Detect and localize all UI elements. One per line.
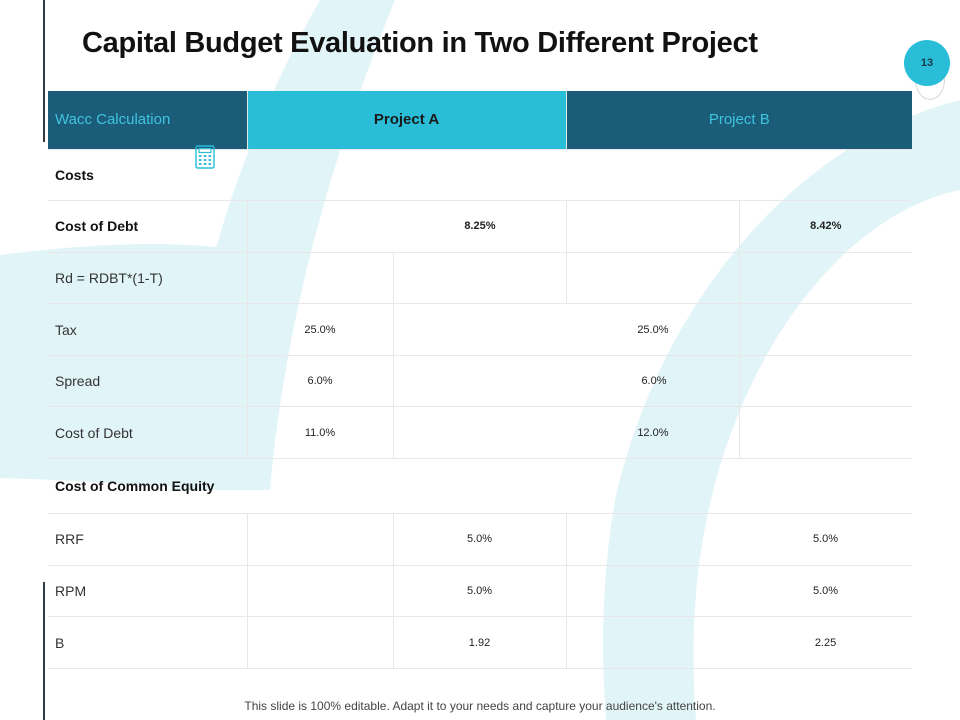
project-a-value: 8.25% [246,200,567,253]
table-row: RRF 5.0% 5.0% [48,513,913,566]
header-project-a: Project A [246,91,567,150]
footer-note: This slide is 100% editable. Adapt it to… [244,699,716,713]
row-label: RPM [48,565,247,618]
left-rule-bottom [43,582,45,720]
project-b-value: 5.0% [739,565,913,618]
wacc-table: Wacc Calculation Project A Project B Cos… [48,91,913,669]
project-b-value: 25.0% [566,303,740,356]
table-row: RPM 5.0% 5.0% [48,565,913,618]
table-row: B 1.92 2.25 [48,616,913,669]
table-row: Cost of Common Equity [48,458,913,515]
project-b-value: 5.0% [739,513,913,566]
table-row: Cost of Debt 8.25% 8.42% [48,200,913,253]
slide-title: Capital Budget Evaluation in Two Differe… [82,27,758,59]
table-row: Spread 6.0% 6.0% [48,355,913,408]
row-label: Spread [48,355,247,408]
row-label: Rd = RDBT*(1-T) [48,252,247,305]
project-a-value: 25.0% [246,303,393,356]
project-a-value: 5.0% [392,565,567,618]
row-label: Cost of Common Equity [48,458,247,515]
table-row: Cost of Debt 11.0% 12.0% [48,406,913,460]
row-label: Tax [48,303,247,356]
left-rule-top [43,0,45,142]
project-a-value: 6.0% [246,355,393,408]
project-b-value: 6.0% [566,355,740,408]
table-row: Costs [48,149,913,202]
row-label: Cost of Debt [48,406,247,460]
header-wacc-calculation: Wacc Calculation [48,91,247,150]
calculator-icon [195,145,215,169]
row-label: Cost of Debt [48,200,247,253]
table-header-row: Wacc Calculation Project A Project B [48,91,913,150]
header-project-b: Project B [565,91,913,150]
table-row: Rd = RDBT*(1-T) [48,252,913,305]
project-b-value: 12.0% [566,406,740,460]
project-a-value: 5.0% [392,513,567,566]
row-label: B [48,616,247,669]
project-b-value: 2.25 [739,616,913,669]
row-label: RRF [48,513,247,566]
page-number-badge: 13 [904,40,950,86]
project-b-value: 8.42% [738,200,913,253]
project-a-value: 1.92 [392,616,567,669]
row-label: Costs [48,149,247,202]
project-a-value: 11.0% [246,406,393,460]
table-row: Tax 25.0% 25.0% [48,303,913,356]
